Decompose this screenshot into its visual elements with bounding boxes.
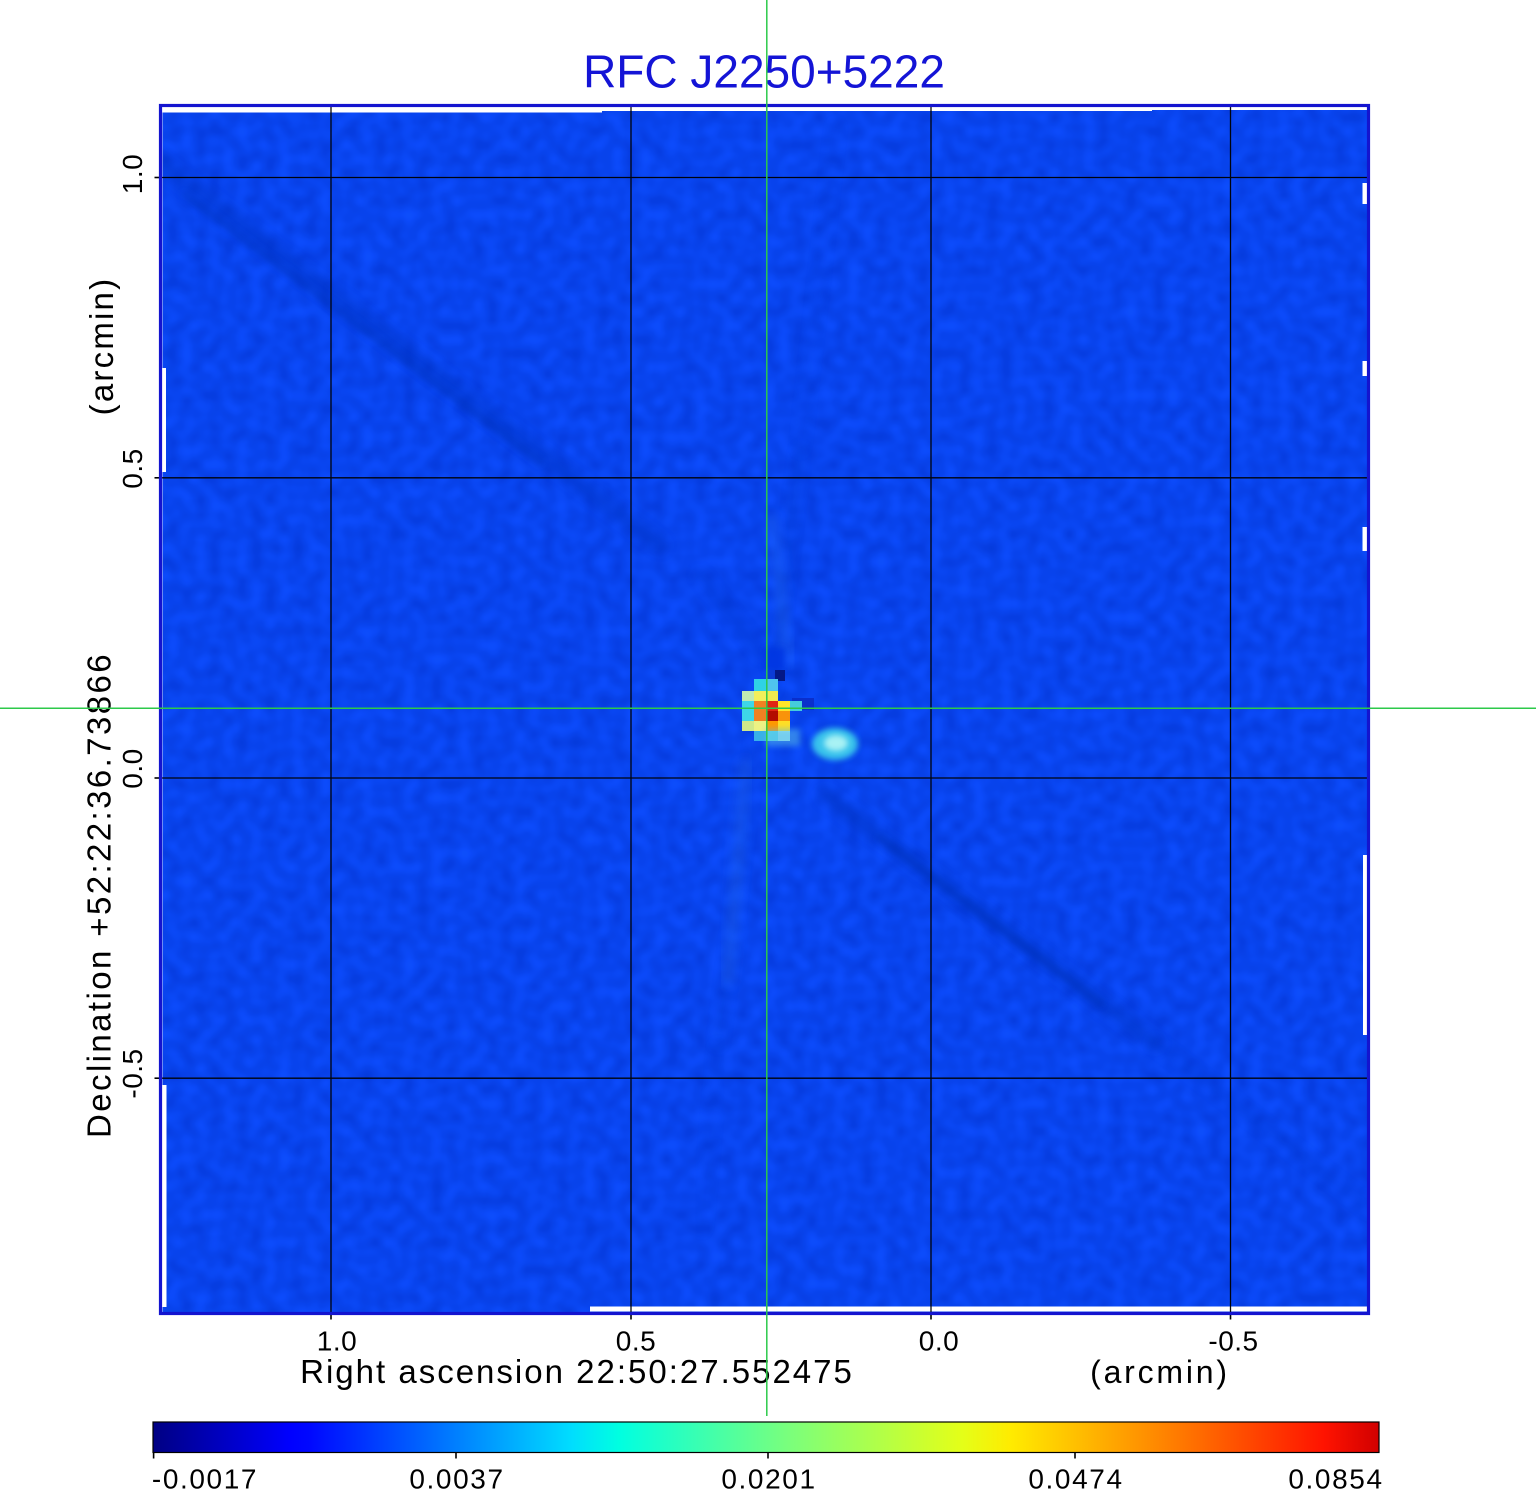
svg-text:(arcmin): (arcmin)	[1090, 1354, 1230, 1390]
svg-text:0.5: 0.5	[117, 448, 148, 488]
svg-text:Right ascension 22:50:27.5524: Right ascension 22:50:27.552475	[300, 1353, 854, 1390]
svg-text:0.0854: 0.0854	[1288, 1464, 1383, 1495]
svg-text:(arcmin): (arcmin)	[83, 277, 120, 416]
svg-text:1.0: 1.0	[117, 154, 148, 194]
svg-text:-0.0017: -0.0017	[152, 1464, 258, 1495]
svg-text:-0.5: -0.5	[1208, 1326, 1258, 1357]
svg-text:0.0037: 0.0037	[409, 1464, 504, 1495]
svg-text:0.0201: 0.0201	[721, 1464, 816, 1495]
svg-text:0.0: 0.0	[117, 748, 148, 788]
svg-text:RFC J2250+5222: RFC J2250+5222	[583, 46, 945, 98]
svg-text:0.5: 0.5	[616, 1326, 656, 1357]
svg-text:0.0474: 0.0474	[1028, 1464, 1123, 1495]
svg-text:Declination +52:22:36.73866: Declination +52:22:36.73866	[81, 652, 118, 1138]
svg-text:0.0: 0.0	[919, 1326, 959, 1357]
svg-text:1.0: 1.0	[317, 1326, 357, 1357]
svg-text:-0.5: -0.5	[117, 1048, 148, 1098]
